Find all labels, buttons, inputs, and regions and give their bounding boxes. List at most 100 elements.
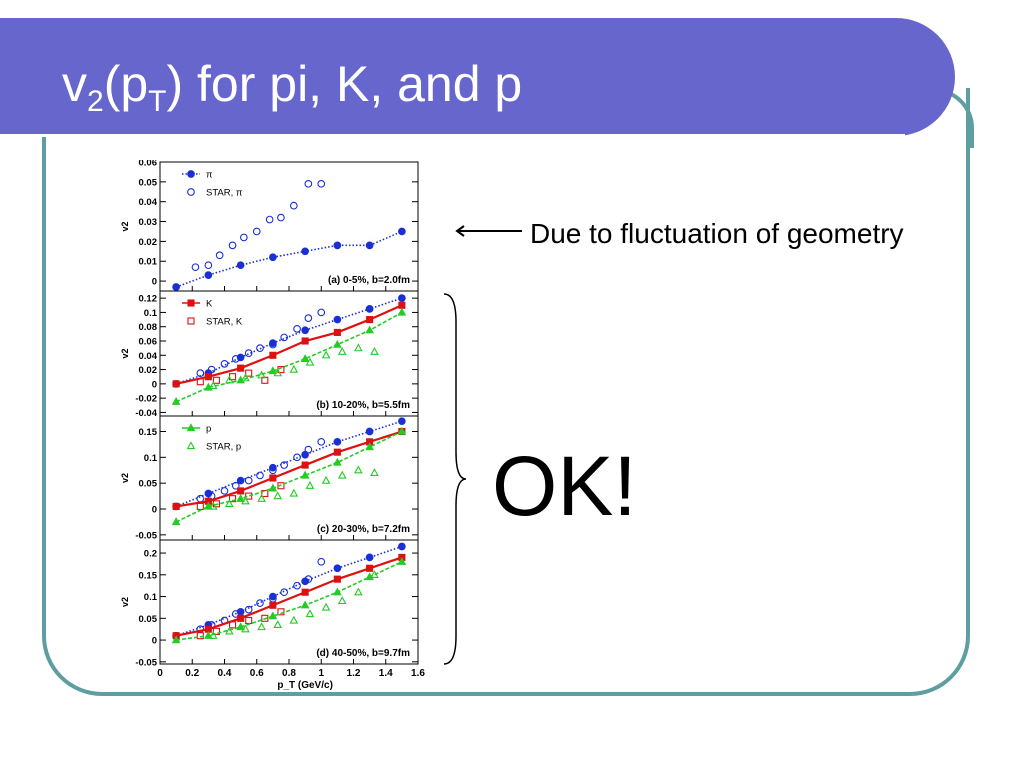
panel-label: (c) 20-30%, b=7.2fm xyxy=(317,524,410,535)
data-point xyxy=(317,308,326,317)
y-axis-label: v2 xyxy=(120,221,130,231)
arrow-icon xyxy=(455,225,522,237)
series-starπ xyxy=(196,437,326,503)
data-point xyxy=(317,179,326,188)
data-point xyxy=(269,253,277,262)
data-point xyxy=(397,426,407,435)
annotation-note: Due to fluctuation of geometry xyxy=(530,218,904,249)
data-point xyxy=(366,316,374,324)
series-starπ xyxy=(196,308,326,377)
legend-label: π xyxy=(206,170,213,181)
y-tick-label: 0 xyxy=(152,636,157,647)
data-point xyxy=(215,251,224,260)
data-point xyxy=(365,553,374,562)
data-point xyxy=(269,466,277,475)
data-point xyxy=(225,499,234,507)
series-line xyxy=(175,297,403,385)
y-tick-label: 0 xyxy=(152,379,157,390)
data-point xyxy=(398,227,406,236)
series-p xyxy=(171,307,407,405)
data-point xyxy=(317,437,326,446)
y-tick-label: 0 xyxy=(152,505,157,516)
data-point xyxy=(289,364,299,373)
y-tick-label: -0.02 xyxy=(135,394,157,405)
data-point xyxy=(365,241,374,250)
series-p xyxy=(171,426,407,526)
data-point xyxy=(337,470,347,479)
data-point xyxy=(305,609,315,618)
series-line xyxy=(175,304,403,385)
data-point xyxy=(398,542,406,551)
title-rest: ) for pi, K, and p xyxy=(166,56,523,112)
title-bar xyxy=(0,18,955,136)
data-point xyxy=(333,448,341,456)
data-point xyxy=(277,213,285,222)
data-point xyxy=(293,325,301,333)
data-point xyxy=(244,476,253,485)
legend-label: STAR, p xyxy=(206,442,241,453)
data-point xyxy=(293,581,301,590)
data-point xyxy=(257,493,266,502)
data-point xyxy=(365,427,374,436)
y-tick-label: 0.15 xyxy=(139,427,158,438)
title-main: v xyxy=(62,56,87,112)
data-point xyxy=(333,457,342,466)
y-tick-label: 0.15 xyxy=(139,570,158,581)
data-point xyxy=(257,622,266,631)
panel-4: 0.2 0.15 0.1 0.05 0 -0.05 v2 (d) 40-50%, b=9.7f… xyxy=(120,539,419,668)
data-point xyxy=(257,370,266,379)
data-point xyxy=(273,368,283,377)
data-point xyxy=(265,215,274,224)
data-point xyxy=(289,488,299,497)
legend-marker xyxy=(187,188,195,196)
x-tick-label: 0.8 xyxy=(282,668,296,679)
data-point xyxy=(212,627,220,635)
data-point xyxy=(269,463,277,472)
y-tick-label: 0.05 xyxy=(139,177,158,188)
data-point xyxy=(280,333,289,342)
data-point xyxy=(304,314,313,322)
data-point xyxy=(236,622,245,631)
panel-frame xyxy=(159,415,419,541)
y-tick-label: 0.2 xyxy=(144,549,157,560)
y-tick-label: 0.1 xyxy=(144,308,158,319)
data-point xyxy=(301,326,309,335)
panel-3: 0.15 0.1 0.05 0 -0.05 v2 p STAR, p (c) 20-30%, b… xyxy=(120,415,419,541)
slide-title: v2(pT) for pi, K, and p xyxy=(62,54,522,132)
data-point xyxy=(397,557,407,565)
data-point xyxy=(337,596,347,605)
data-point xyxy=(245,492,253,500)
data-point xyxy=(333,315,342,324)
data-point xyxy=(172,283,180,291)
legend-label: K xyxy=(206,299,213,310)
data-point xyxy=(236,493,245,502)
legend-marker xyxy=(186,441,196,450)
data-point xyxy=(366,564,374,572)
data-point xyxy=(204,271,213,279)
legend-label: p xyxy=(206,424,211,435)
data-point xyxy=(239,233,248,242)
panel-frame xyxy=(159,290,419,417)
data-point xyxy=(237,487,245,495)
y-tick-label: -0.05 xyxy=(135,657,157,668)
data-point xyxy=(231,481,240,490)
data-point xyxy=(333,564,342,573)
x-tick-label: 0.4 xyxy=(218,668,232,679)
y-tick-label: 0.02 xyxy=(139,365,158,376)
data-point xyxy=(171,517,181,526)
data-point xyxy=(241,624,250,633)
data-point xyxy=(337,346,347,355)
y-tick-label: 0.05 xyxy=(139,479,158,490)
data-point xyxy=(208,630,218,639)
y-axis-label: v2 xyxy=(120,473,130,483)
y-tick-label: -0.04 xyxy=(135,408,157,419)
data-point xyxy=(236,261,245,270)
data-point xyxy=(304,179,313,188)
data-point xyxy=(220,360,229,368)
data-point xyxy=(304,445,313,454)
title-rule xyxy=(0,134,905,137)
data-point xyxy=(269,340,277,349)
data-point xyxy=(220,487,229,495)
title-sub-2: 2 xyxy=(87,85,104,118)
data-point xyxy=(317,557,326,566)
